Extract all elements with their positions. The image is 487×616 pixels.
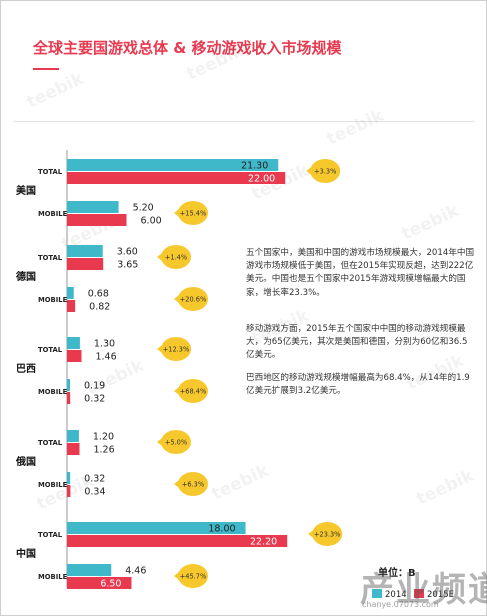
- unit-label: 单位：B: [378, 566, 416, 579]
- growth-badge-0-0: [310, 159, 341, 183]
- country-label-3: 俄国: [15, 455, 36, 468]
- watermark-text-5: teebik: [399, 201, 463, 245]
- bar-2015-0-0: [67, 172, 286, 184]
- site-watermark: 产业频道: [360, 570, 487, 610]
- bar-2015-4-1: [67, 577, 132, 589]
- growth-label-0-1: +15.4%: [180, 210, 206, 218]
- value-2015-0-0: 22.00: [248, 174, 275, 185]
- country-label-4: 中国: [16, 547, 36, 560]
- value-2014-1-1: 0.68: [88, 289, 109, 300]
- bar-2015-4-0: [67, 535, 288, 547]
- growth-badge-2-1: [178, 379, 208, 403]
- growth-badge-1-0: [161, 245, 191, 269]
- row-label-4-0: TOTAL: [38, 531, 63, 539]
- row-label-2-0: TOTAL: [38, 346, 63, 354]
- bar-2015-2-0: [67, 350, 82, 362]
- value-2014-2-0: 1.30: [94, 339, 115, 350]
- watermark-text-0: teebik: [24, 69, 88, 113]
- growth-label-2-1: +68.4%: [180, 388, 206, 396]
- row-label-2-1: MOBILE: [38, 388, 68, 396]
- bar-2014-3-0: [67, 430, 79, 442]
- site-watermark-url: chanye.07073.com: [362, 600, 439, 609]
- value-2015-3-0: 1.26: [93, 445, 114, 456]
- growth-label-2-0: +12.3%: [163, 346, 189, 354]
- country-label-1: 德国: [15, 270, 36, 283]
- growth-label-4-1: +45.7%: [180, 573, 206, 581]
- legend-label-2014: 2014: [385, 590, 407, 600]
- row-label-1-0: TOTAL: [38, 254, 63, 262]
- legend-label-2015: 2015E: [427, 590, 454, 600]
- row-label-0-0: TOTAL: [38, 168, 63, 176]
- bar-2014-0-0: [67, 159, 279, 171]
- bar-2014-4-0: [67, 522, 246, 534]
- bar-2014-4-1: [67, 564, 112, 576]
- bar-2014-1-1: [67, 287, 74, 299]
- row-label-0-1: MOBILE: [38, 210, 68, 218]
- growth-badge-1-1: [178, 287, 208, 311]
- bar-2015-3-1: [67, 485, 71, 497]
- country-label-0: 美国: [16, 184, 36, 197]
- row-label-1-1: MOBILE: [38, 296, 68, 304]
- value-2014-4-0: 18.00: [208, 524, 235, 535]
- value-2015-1-0: 3.65: [117, 260, 138, 271]
- bar-2015-1-1: [67, 300, 76, 312]
- growth-badge-0-1: [178, 201, 208, 225]
- country-label-2: 巴西: [16, 363, 36, 375]
- bar-2015-3-0: [67, 443, 80, 455]
- bar-2015-0-1: [67, 214, 127, 226]
- bar-2014-0-1: [67, 201, 119, 213]
- legend-swatch-2015: [414, 589, 424, 598]
- value-2015-2-0: 1.46: [95, 352, 116, 363]
- value-2014-2-1: 0.19: [84, 381, 105, 392]
- value-2014-3-0: 1.20: [93, 432, 114, 443]
- bar-2015-2-1: [67, 392, 71, 404]
- value-2015-4-1: 6.50: [100, 579, 121, 590]
- growth-badge-4-1: [178, 564, 208, 588]
- growth-label-1-0: +1.4%: [165, 254, 187, 262]
- value-2015-1-1: 0.82: [89, 302, 110, 313]
- value-2015-2-1: 0.32: [84, 394, 105, 405]
- growth-label-1-1: +20.6%: [180, 296, 206, 304]
- value-2014-1-0: 3.60: [117, 247, 138, 258]
- row-label-3-0: TOTAL: [38, 439, 63, 447]
- value-2014-3-1: 0.32: [84, 474, 105, 485]
- growth-badge-2-0: [161, 337, 191, 361]
- value-2014-0-0: 21.30: [241, 161, 268, 172]
- growth-label-0-0: +3.3%: [314, 168, 336, 176]
- growth-badge-3-1: [178, 472, 208, 496]
- value-2015-0-1: 6.00: [141, 216, 162, 227]
- watermark-text-1: teebik: [184, 41, 248, 85]
- watermark-text-10: teebik: [209, 461, 273, 505]
- growth-label-3-1: +6.3%: [182, 481, 204, 489]
- bar-2014-3-1: [67, 472, 71, 484]
- row-label-4-1: MOBILE: [38, 573, 68, 581]
- value-2015-3-1: 0.34: [84, 487, 105, 498]
- description-paragraph-2: 移动游戏方面，2015年五个国家中中国的移动游戏规模最大，为65亿美元，其次是美…: [246, 324, 468, 361]
- value-2015-4-0: 22.20: [250, 537, 277, 548]
- separator-line: [14, 121, 474, 122]
- bar-2014-2-0: [67, 337, 80, 349]
- bar-2014-1-0: [67, 245, 103, 257]
- value-2014-0-1: 5.20: [133, 203, 154, 214]
- description-paragraph-3: 巴西地区的移动游戏规模增幅最高为68.4%，从14年的1.9亿美元扩展到3.2亿…: [246, 373, 470, 397]
- bar-2015-1-0: [67, 258, 104, 270]
- row-label-3-1: MOBILE: [38, 481, 68, 489]
- growth-label-4-0: +23.3%: [314, 531, 340, 539]
- description-paragraph-1: 五个国家中，美国和中国的游戏市场规模最大，2014年中国游戏市场规模低于美国，但…: [246, 248, 475, 298]
- growth-badge-3-0: [161, 430, 191, 454]
- legend-swatch-2014: [372, 589, 382, 598]
- title-underline: [33, 68, 59, 70]
- page-title: 全球主要国游戏总体 & 移动游戏收入市场规模: [33, 39, 342, 57]
- bar-2014-2-1: [67, 379, 70, 391]
- growth-badge-4-0: [312, 522, 343, 546]
- watermark-text-11: teebik: [414, 466, 478, 510]
- value-2014-4-1: 4.46: [125, 566, 146, 577]
- growth-label-3-0: +5.0%: [165, 439, 187, 447]
- watermark-text-2: teebik: [324, 106, 388, 150]
